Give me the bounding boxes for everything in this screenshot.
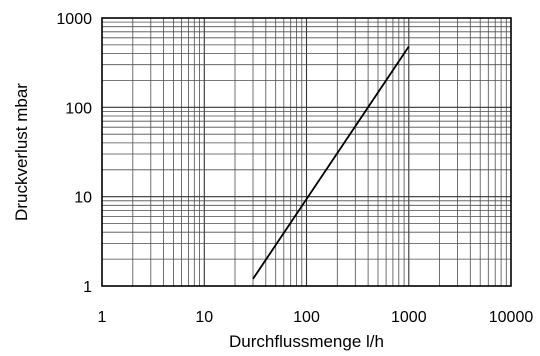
plot-frame: [101, 17, 512, 287]
x-tick-labels: 1 10 100 1000 10000: [98, 309, 534, 326]
x-tick-label: 1000: [391, 309, 427, 326]
y-axis-title: Druckverlust mbar: [12, 83, 31, 221]
x-tick-label: 10: [195, 309, 213, 326]
y-tick-label: 100: [65, 100, 92, 117]
y-tick-label: 10: [74, 190, 92, 207]
y-tick-label: 1: [83, 279, 92, 296]
x-tick-label: 1: [98, 309, 107, 326]
grid: [102, 18, 511, 286]
x-tick-label: 100: [293, 309, 320, 326]
series-line: [252, 45, 410, 280]
y-tick-label: 1000: [56, 11, 92, 28]
x-axis-title: Durchflussmenge l/h: [229, 332, 384, 351]
y-tick-labels: 1 10 100 1000: [56, 11, 92, 296]
series-layer: [252, 45, 410, 280]
x-tick-label: 10000: [489, 309, 534, 326]
